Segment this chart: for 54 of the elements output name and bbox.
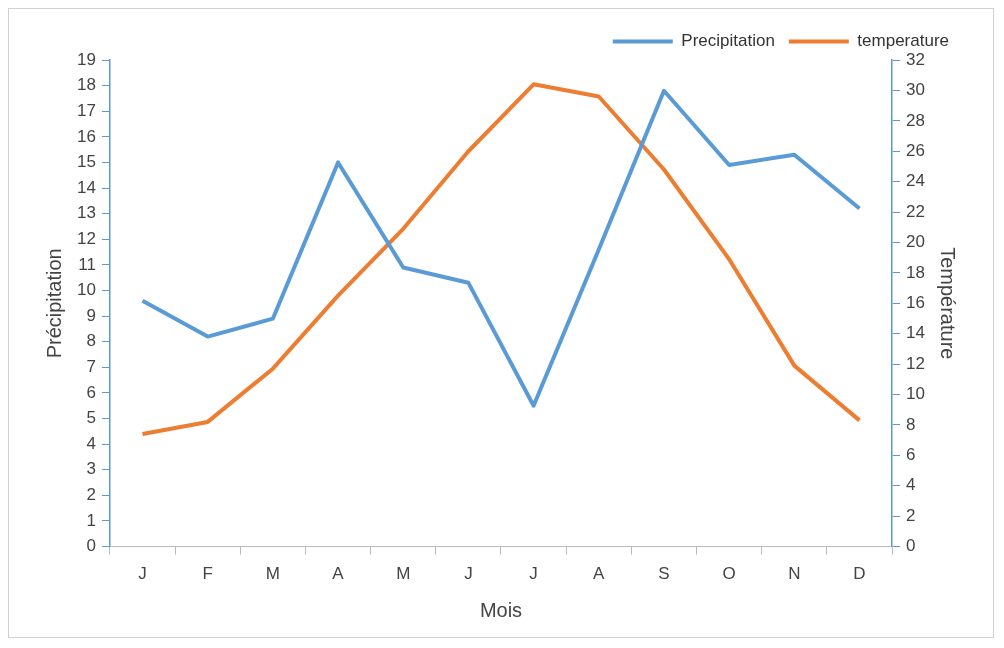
y2-tick-label: 26 [906,140,926,160]
x-tick-label: A [593,564,606,584]
y2-tick-label: 6 [906,445,916,465]
x-axis-title: Mois [479,598,523,621]
y-tick-label: 8 [86,331,96,351]
x-tick-label: M [396,564,411,584]
y-tick-label: 3 [86,459,96,479]
y-tick-label: 9 [86,305,96,325]
y2-tick-label: 12 [906,353,926,373]
y2-tick-label: 32 [906,49,926,69]
y2-tick-label: 4 [906,475,916,495]
y2-tick-label: 0 [906,536,916,556]
y-tick-label: 5 [86,408,96,428]
y-tick-label: 15 [76,152,96,172]
y2-tick-label: 24 [906,171,926,191]
y-tick-label: 1 [86,510,96,530]
y2-tick-label: 28 [906,110,926,130]
y2-tick-label: 10 [906,384,926,404]
y-tick-label: 6 [86,382,96,402]
x-tick-label: F [202,564,213,584]
legend-label: temperature [857,31,950,51]
x-tick-label: D [853,564,866,584]
x-tick-label: J [529,564,538,584]
y2-tick-label: 20 [906,232,926,252]
y-tick-label: 2 [86,485,96,505]
x-tick-label: O [722,564,736,584]
y2-tick-label: 2 [906,505,916,525]
y2-tick-label: 14 [906,323,926,343]
y-tick-label: 11 [78,254,96,274]
x-tick-label: J [138,564,147,584]
y2-tick-label: 30 [906,80,926,100]
y-tick-label: 16 [76,126,96,146]
x-tick-label: N [788,564,801,584]
y-tick-label: 17 [76,100,96,120]
y-tick-label: 19 [76,49,96,69]
y-tick-label: 18 [76,75,96,95]
y-tick-label: 4 [86,433,96,453]
legend-label: Precipitation [681,31,775,51]
x-tick-label: M [265,564,280,584]
x-tick-label: A [332,564,345,584]
y2-tick-label: 22 [906,201,926,221]
y-tick-label: 7 [86,357,96,377]
y-tick-label: 14 [76,177,96,197]
x-tick-label: J [464,564,473,584]
y2-tick-label: 16 [906,292,926,312]
y-tick-label: 0 [86,536,96,556]
y-tick-label: 13 [76,203,96,223]
y-tick-label: 12 [76,228,96,248]
y2-tick-label: 8 [906,414,916,434]
y2-tick-label: 18 [906,262,926,282]
y-axis-title: Précipitation [42,248,65,359]
x-tick-label: S [658,564,670,584]
y-tick-label: 10 [76,280,96,300]
y2-axis-title: Température [937,247,960,360]
